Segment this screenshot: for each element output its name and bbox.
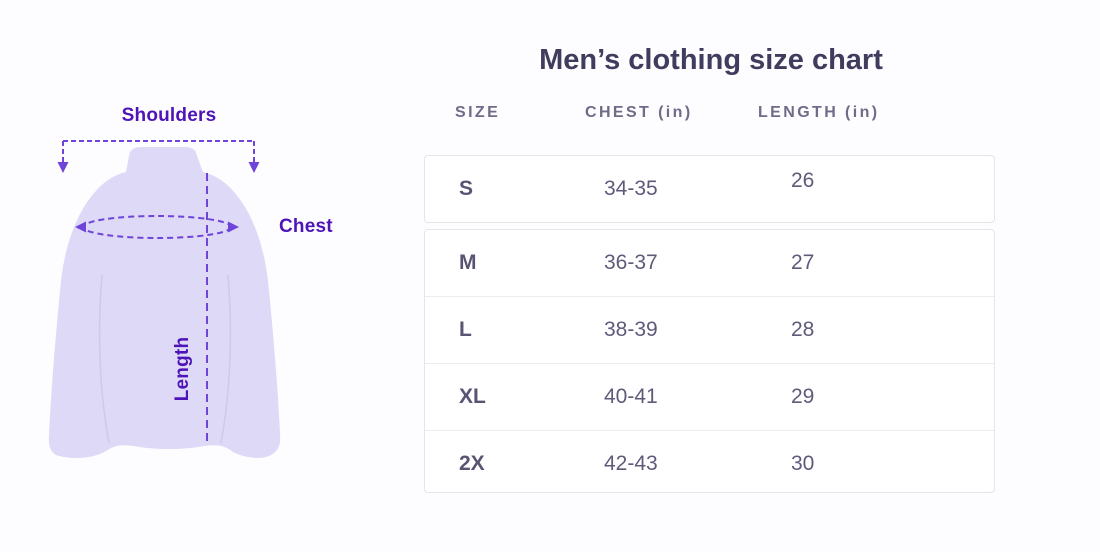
table-row-xl: XL 40-41 29	[425, 363, 994, 430]
size-cell: M	[459, 251, 477, 274]
shoulders-measure-line	[62, 140, 255, 162]
size-cell: S	[459, 177, 474, 200]
shoulders-arrow-left	[57, 162, 69, 173]
length-cell: 27	[791, 251, 815, 274]
chest-label: Chest	[279, 216, 333, 237]
length-cell: 26	[791, 169, 815, 192]
length-cell: 30	[791, 452, 815, 475]
header-size: SIZE	[455, 104, 501, 121]
length-label: Length	[172, 336, 193, 402]
table-row-2x: 2X 42-43 30	[425, 430, 994, 497]
page-title: Men’s clothing size chart	[539, 44, 883, 76]
size-table-box-first: S 34-35 26	[424, 155, 995, 223]
size-cell: 2X	[459, 452, 485, 475]
table-row-s: S 34-35 26	[425, 156, 994, 222]
length-cell: 28	[791, 318, 815, 341]
table-row-l: L 38-39 28	[425, 296, 994, 363]
shirt-graphic	[48, 140, 281, 459]
shirt-crease-right	[220, 274, 232, 444]
table-header-row: SIZE CHEST (in) LENGTH (in)	[424, 104, 998, 122]
chest-cell: 40-41	[604, 385, 658, 408]
header-length: LENGTH (in)	[758, 104, 880, 121]
chest-cell: 38-39	[604, 318, 658, 341]
chest-arrow-right	[228, 221, 239, 233]
chest-cell: 36-37	[604, 251, 658, 274]
header-chest: CHEST (in)	[585, 104, 693, 121]
size-cell: XL	[459, 385, 486, 408]
shoulders-label: Shoulders	[121, 105, 217, 126]
shirt-silhouette	[48, 147, 281, 459]
chest-cell: 42-43	[604, 452, 658, 475]
size-cell: L	[459, 318, 472, 341]
length-cell: 29	[791, 385, 815, 408]
shirt-illustration: Shoulders Chest Length	[20, 95, 380, 525]
chest-cell: 34-35	[604, 177, 658, 200]
table-row-m: M 36-37 27	[425, 230, 994, 296]
shoulders-arrow-right	[248, 162, 260, 173]
chest-arrow-left	[75, 221, 86, 233]
size-table-box-rest: M 36-37 27 L 38-39 28 XL 40-41 29 2X 42-…	[424, 229, 995, 493]
shirt-crease-left	[98, 274, 110, 444]
